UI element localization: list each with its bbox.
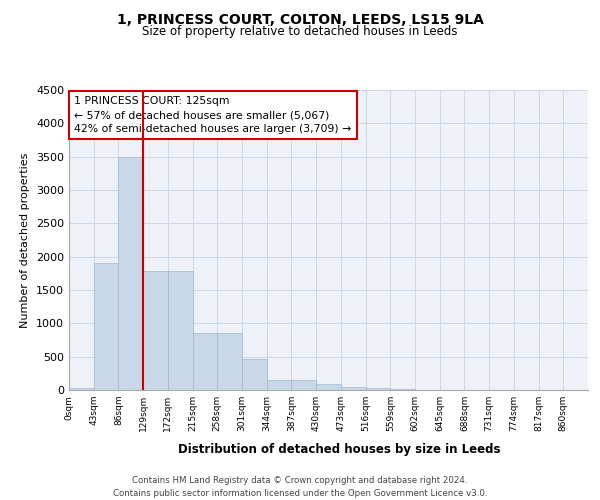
Bar [69, 388, 94, 390]
Text: 1, PRINCESS COURT, COLTON, LEEDS, LS15 9LA: 1, PRINCESS COURT, COLTON, LEEDS, LS15 9… [116, 12, 484, 26]
Bar [217, 334, 242, 390]
Bar [316, 384, 341, 390]
Bar [365, 388, 390, 390]
Text: Distribution of detached houses by size in Leeds: Distribution of detached houses by size … [178, 442, 500, 456]
Y-axis label: Number of detached properties: Number of detached properties [20, 152, 31, 328]
Bar [143, 272, 168, 390]
Bar [118, 156, 143, 390]
Bar [94, 264, 118, 390]
Bar [341, 386, 365, 390]
Text: 1 PRINCESS COURT: 125sqm
← 57% of detached houses are smaller (5,067)
42% of sem: 1 PRINCESS COURT: 125sqm ← 57% of detach… [74, 96, 352, 134]
Bar [168, 272, 193, 390]
Bar [267, 380, 292, 390]
Bar [292, 380, 316, 390]
Text: Size of property relative to detached houses in Leeds: Size of property relative to detached ho… [142, 25, 458, 38]
Bar [193, 334, 217, 390]
Bar [242, 360, 267, 390]
Text: Contains HM Land Registry data © Crown copyright and database right 2024.: Contains HM Land Registry data © Crown c… [132, 476, 468, 485]
Text: Contains public sector information licensed under the Open Government Licence v3: Contains public sector information licen… [113, 489, 487, 498]
